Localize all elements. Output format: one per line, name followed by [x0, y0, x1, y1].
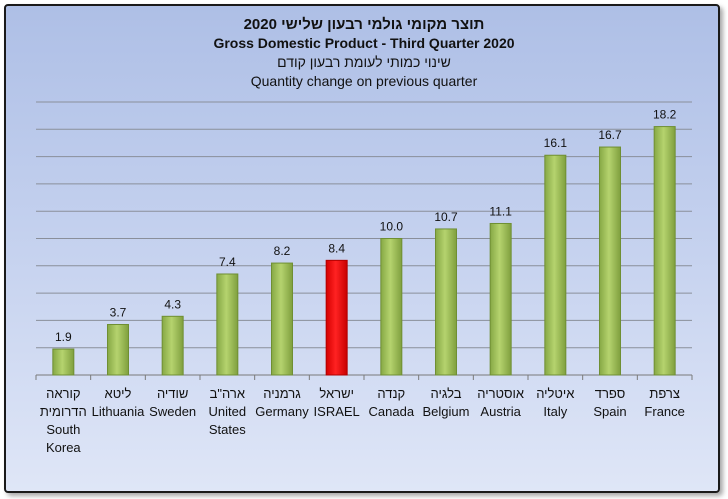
title-english: Gross Domestic Product - Third Quarter 2…	[213, 35, 515, 51]
bar-france	[653, 126, 676, 376]
category-label-en: France	[644, 404, 684, 419]
category-label-he: אוסטריה	[477, 386, 524, 401]
category-label-he: הדרומית	[40, 404, 87, 419]
chart-titles: תוצר מקומי גולמי רבעון שלישי 2020 Gross …	[0, 15, 728, 91]
subtitle-hebrew: שינוי כמותי לעומת רבעון קודם	[277, 54, 451, 70]
category-label-he: שודיה	[157, 386, 188, 401]
category-label-en: Italy	[543, 404, 567, 419]
category-label-he: גרמניה	[263, 386, 301, 401]
category-label-en: Belgium	[423, 404, 470, 419]
bar-belgium	[435, 228, 457, 376]
bars	[52, 126, 676, 376]
value-label: 16.7	[598, 128, 622, 142]
value-label: 4.3	[164, 297, 181, 311]
value-label: 18.2	[653, 108, 677, 122]
gridlines	[35, 101, 693, 380]
category-label-en: United	[209, 404, 247, 419]
bar-germany	[271, 262, 293, 376]
value-label: 10.0	[380, 220, 404, 234]
category-label-he: בלגיה	[431, 386, 462, 401]
category-label-en: Canada	[369, 404, 415, 419]
category-label-he: צרפת	[649, 386, 680, 401]
bar-sweden	[161, 315, 184, 376]
category-label-he: קנדה	[377, 386, 405, 401]
category-label-en: Sweden	[149, 404, 196, 419]
bar-south-korea	[52, 348, 75, 376]
category-label-en: Lithuania	[92, 404, 146, 419]
category-labels: קוראה הדרומית South Korea ליטא Lithuania שודיה…	[40, 386, 685, 455]
bar-austria	[489, 222, 512, 376]
category-label-he: ארה"ב	[210, 386, 245, 401]
subtitle-english: Quantity change on previous quarter	[250, 73, 478, 89]
category-label-en: Spain	[593, 404, 626, 419]
bar-united-states	[216, 273, 239, 376]
title-hebrew: תוצר מקומי גולמי רבעון שלישי 2020	[243, 16, 485, 33]
value-label: 3.7	[110, 305, 127, 319]
category-label-en: Austria	[480, 404, 521, 419]
value-label: 16.1	[544, 136, 568, 150]
value-label: 8.2	[274, 244, 291, 258]
value-label: 1.9	[55, 330, 72, 344]
bar-lithuania	[107, 323, 129, 376]
value-label: 10.7	[434, 210, 458, 224]
value-label: 8.4	[328, 241, 345, 255]
category-label-he: ישראל	[319, 386, 354, 401]
category-label-en: States	[209, 422, 246, 437]
value-label: 7.4	[219, 255, 236, 269]
bar-spain	[599, 146, 621, 376]
category-label-en: South	[46, 422, 80, 437]
category-label-he: קוראה	[46, 386, 80, 401]
category-label-he: ליטא	[105, 386, 132, 401]
bar-canada	[380, 238, 403, 376]
category-label-en: Korea	[46, 440, 81, 455]
bar-italy	[544, 154, 567, 376]
value-labels: 1.9 3.7 4.3 7.4 8.2 8.4 10.0 10.7 11.1 16.1 16.7 18…	[55, 108, 677, 344]
value-label: 11.1	[489, 204, 512, 218]
category-label-en: Germany	[255, 404, 309, 419]
bar-israel	[325, 259, 348, 376]
category-label-he: ספרד	[595, 386, 625, 401]
category-label-en: ISRAEL	[314, 404, 360, 419]
category-label-he: איטליה	[536, 386, 574, 401]
